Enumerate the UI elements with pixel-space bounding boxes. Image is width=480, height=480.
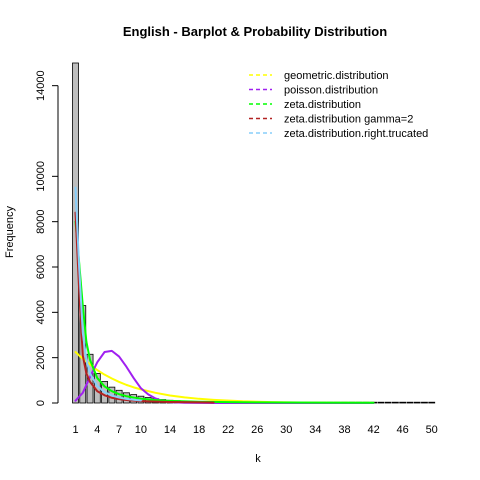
legend-label: geometric.distribution [284, 70, 389, 82]
x-tick-label: 14 [164, 424, 176, 436]
bar-k46 [399, 401, 407, 404]
x-tick-label: 38 [338, 424, 350, 436]
x-tick-label: 42 [367, 424, 379, 436]
bar-k48 [413, 401, 421, 404]
y-tick-label: 10000 [35, 161, 47, 192]
x-tick-label: 46 [396, 424, 408, 436]
bar-k43 [377, 401, 385, 404]
x-tick-label: 50 [426, 424, 438, 436]
x-tick-label: 4 [94, 424, 100, 436]
x-tick-label: 26 [251, 424, 263, 436]
bar-k44 [384, 401, 392, 404]
y-axis-label: Frequency [4, 206, 16, 258]
x-tick-label: 7 [116, 424, 122, 436]
bar-k47 [406, 401, 414, 404]
bar-k49 [421, 401, 428, 404]
bar-k50 [428, 401, 436, 404]
y-tick-label: 2000 [35, 345, 47, 369]
legend: geometric.distribution poisson.distributi… [249, 70, 428, 140]
series-line-2 [74, 220, 375, 404]
y-tick-label: 6000 [35, 255, 47, 279]
x-tick-label: 22 [222, 424, 234, 436]
legend-label: poisson.distribution [284, 85, 378, 97]
legend-label: zeta.distribution.right.trucated [284, 128, 428, 140]
series-line-4 [74, 186, 142, 402]
bar-k45 [391, 401, 399, 404]
legend-label: zeta.distribution gamma=2 [284, 114, 413, 126]
x-tick-label: 10 [135, 424, 147, 436]
y-tick-label: 0 [35, 400, 47, 406]
y-tick-label: 14000 [35, 70, 47, 101]
x-tick-label: 34 [309, 424, 321, 436]
y-axis: 0 2000 4000 6000 8000 10000 14000 [35, 70, 59, 406]
x-tick-label: 30 [280, 424, 292, 436]
y-tick-label: 8000 [35, 209, 47, 233]
x-tick-label: 1 [72, 424, 78, 436]
x-axis-label: k [255, 453, 261, 465]
legend-label: zeta.distribution [284, 99, 361, 111]
y-tick-label: 4000 [35, 300, 47, 324]
x-tick-label: 18 [193, 424, 205, 436]
x-axis: 1 4 7 10 14 18 22 26 30 34 38 42 46 50 [72, 424, 437, 436]
chart-title: English - Barplot & Probability Distribu… [123, 24, 387, 39]
series-lines-group [74, 186, 375, 404]
